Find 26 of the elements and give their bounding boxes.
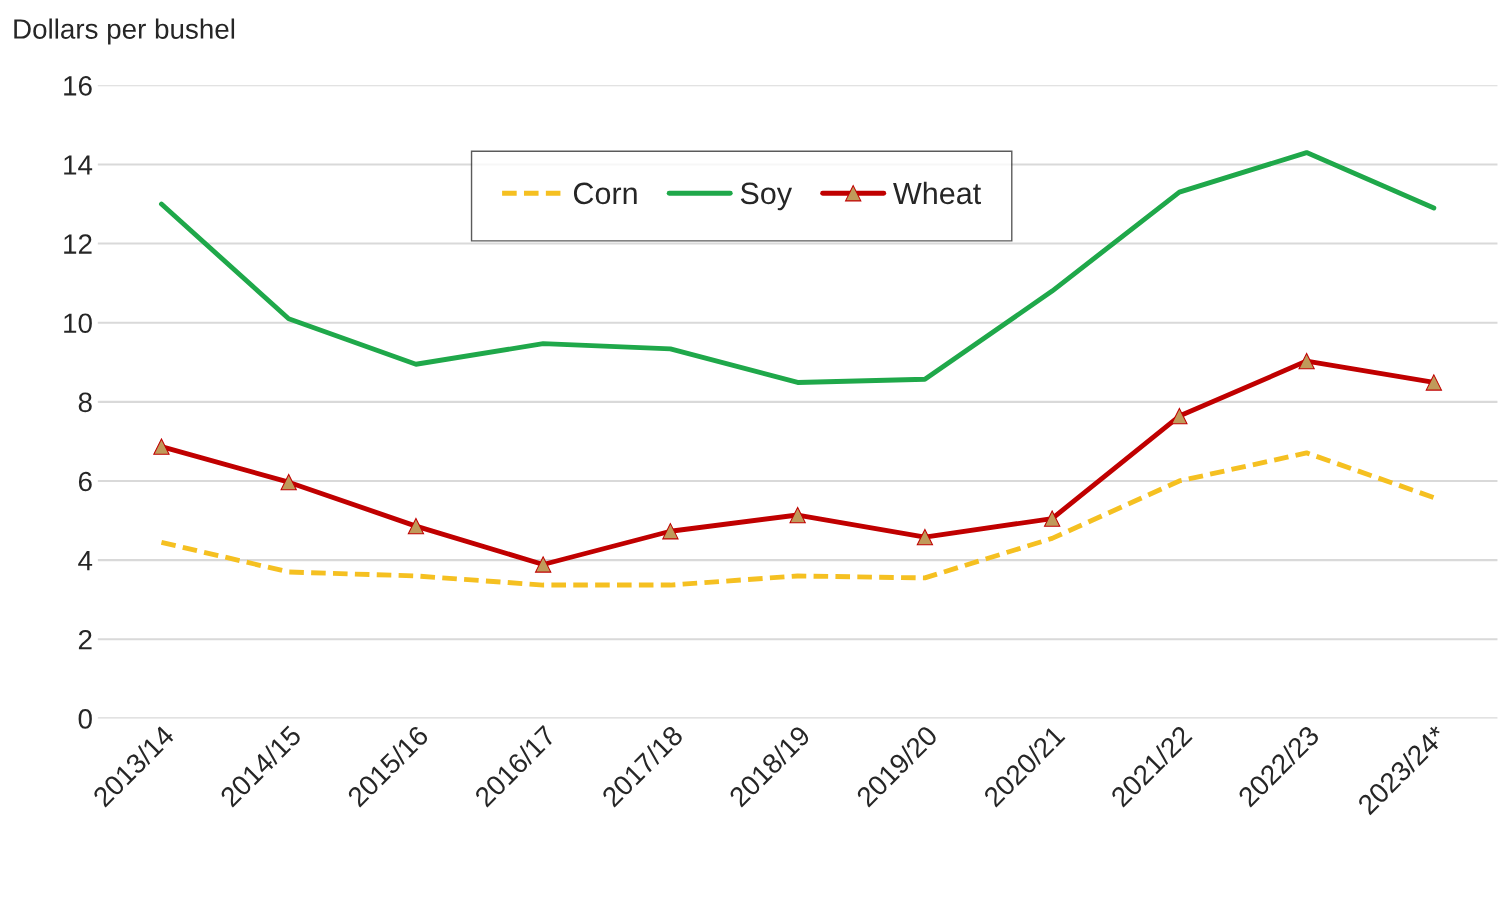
point bbox=[1043, 510, 1061, 527]
y-tick-label: 6 bbox=[78, 471, 92, 492]
y-tick-label: 4 bbox=[78, 551, 93, 571]
point bbox=[1171, 407, 1188, 425]
point bbox=[789, 506, 806, 524]
point bbox=[153, 438, 170, 455]
y-tick-label: 14 bbox=[64, 155, 93, 175]
point bbox=[535, 556, 552, 573]
legend-label: Corn bbox=[573, 182, 637, 205]
point bbox=[1298, 352, 1315, 370]
y-axis-title: Dollars per bushel bbox=[14, 18, 235, 45]
y-tick-label: 12 bbox=[64, 234, 92, 254]
point bbox=[916, 529, 934, 546]
y-tick-label: 2 bbox=[78, 629, 92, 650]
legend-label: Wheat bbox=[893, 181, 982, 205]
point bbox=[662, 523, 679, 540]
line-series bbox=[159, 450, 1437, 588]
point bbox=[407, 517, 425, 535]
y-tick-label: 8 bbox=[78, 392, 92, 413]
point bbox=[1425, 374, 1443, 391]
line-series bbox=[159, 150, 1437, 385]
y-tick-label: 0 bbox=[78, 709, 92, 729]
y-tick-label: 16 bbox=[64, 75, 92, 96]
y-tick-label: 10 bbox=[64, 313, 92, 334]
legend-label: Soy bbox=[740, 182, 793, 211]
point bbox=[280, 474, 297, 491]
